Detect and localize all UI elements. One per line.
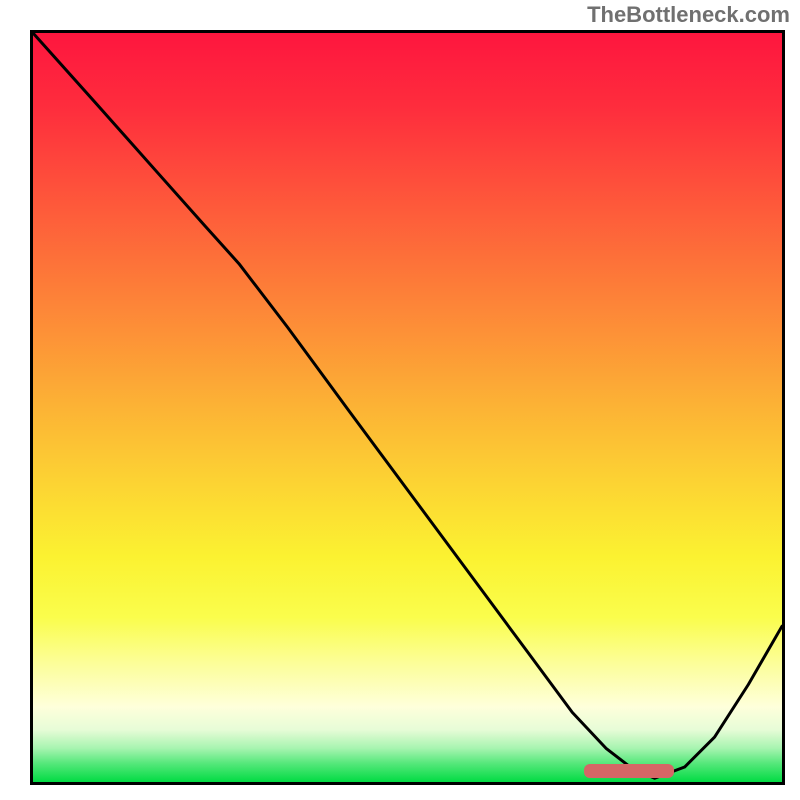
watermark-text: TheBottleneck.com — [587, 2, 790, 28]
chart-area — [30, 30, 785, 785]
optimum-marker — [584, 764, 674, 778]
chart-curve — [33, 33, 782, 782]
